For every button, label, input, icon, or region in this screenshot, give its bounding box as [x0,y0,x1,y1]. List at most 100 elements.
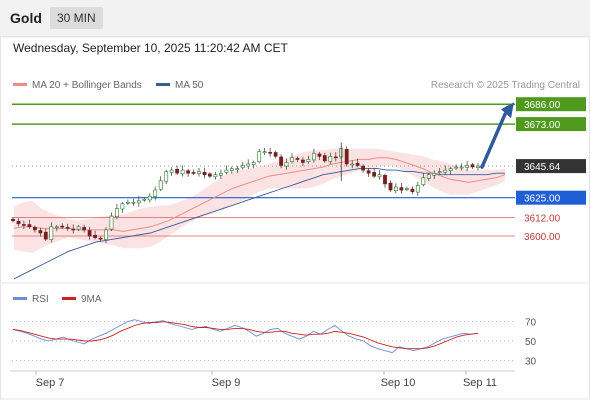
candle-body [21,224,26,226]
candle-body [126,202,130,204]
rsi-line [12,319,479,354]
rsi-tick-30: 30 [525,356,537,367]
x-label-sep-7: Sep 7 [36,377,65,389]
candle-body [76,226,81,230]
chart-header: Gold 30 MIN [0,0,590,37]
price-label-3645.64: 3645.64 [524,162,561,173]
legend-item-ma50: MA 50 [156,80,203,91]
interval-button[interactable]: 30 MIN [50,7,103,29]
candle-body [279,156,284,166]
candle-body [290,157,294,162]
candle-body [399,187,404,191]
candle-body [120,203,125,210]
price-tag-bg-3625.00 [516,190,586,205]
candle-body [164,171,169,182]
price-label-3686.00: 3686.00 [524,100,561,111]
candle-body [169,169,174,173]
rsi-ma-legend-label: 9MA [81,294,102,305]
candle-body [432,172,437,176]
candle-body [49,226,54,241]
candle-body [295,158,300,160]
rsi-tick-70: 70 [525,318,537,329]
candle-body [175,169,180,174]
candle-body [421,177,426,186]
candle-body [257,151,262,162]
ma50-swatch [156,82,170,86]
candle-body [454,166,459,169]
candle-body [328,156,333,162]
price-label-3673.00: 3673.00 [524,120,561,131]
candle-body [186,170,191,174]
legend-item-ma20: MA 20 + Bollinger Bands [13,80,142,91]
candle-body [235,168,240,170]
x-label-sep-10: Sep 10 [381,377,416,389]
candle-body [147,195,152,201]
price-label-3600.00: 3600.00 [524,232,561,243]
candle-body [229,168,234,172]
candle-body [27,224,32,228]
candle-body [43,231,48,240]
rsi-ma-line [12,321,479,350]
timestamp: Wednesday, September 10, 2025 11:20:42 A… [13,41,288,55]
candle-body [65,227,70,229]
candle-body [251,162,256,165]
candle-body [470,164,475,168]
candle-body [476,165,480,169]
rsi-legend-swatch [13,297,27,300]
candle-body [131,202,136,204]
candle-body [202,172,207,176]
forecast-arrowhead [501,102,514,119]
candle-body [93,235,98,238]
candle-body [404,188,409,190]
candle-body [180,169,185,175]
candle-body [410,188,415,192]
candle-body [317,153,322,157]
candle-body [197,171,201,175]
candle-body [191,172,196,174]
candle-body [16,221,21,225]
candle-body [82,227,87,231]
candle-body [136,200,141,204]
price-label-3612.00: 3612.00 [524,214,561,225]
candle-body [104,229,108,240]
candle-body [60,225,65,228]
candle-body [350,163,355,166]
candle-body [224,169,229,173]
candle-body [208,173,212,177]
legend-label-ma20: MA 20 + Bollinger Bands [32,80,142,91]
ma20-swatch [13,82,27,86]
candle-body [415,185,420,193]
x-label-sep-9: Sep 9 [212,377,241,389]
candle-body [355,162,360,166]
candle-body [383,175,387,185]
candle-body [426,174,431,179]
rsi-tick-50: 50 [525,337,537,348]
candle-body [300,159,305,163]
candle-body [273,152,278,157]
candle-body [465,165,470,168]
candle-body [142,198,147,201]
candle-body [71,228,76,231]
candle-body [443,169,448,173]
candle-body [98,237,103,240]
candle-body [344,149,349,165]
candle-body [459,166,464,169]
candle-body [115,208,119,217]
candle-body [109,215,114,230]
price-label-3625.00: 3625.00 [524,194,561,205]
candle-body [268,152,273,154]
candle-body [219,172,223,176]
candle-body [333,156,338,159]
candle-body [361,165,366,171]
candles [11,146,480,244]
candle-body [240,165,245,169]
rsi-ma-legend-swatch [62,297,76,300]
candle-body [38,230,43,234]
candle-body [393,186,398,192]
forecast-arrow-shaft [480,112,507,169]
candle-body [377,174,382,178]
price-tag-bg-3686.00 [516,97,586,112]
ma20-line [13,157,506,232]
candle-body [158,180,163,190]
